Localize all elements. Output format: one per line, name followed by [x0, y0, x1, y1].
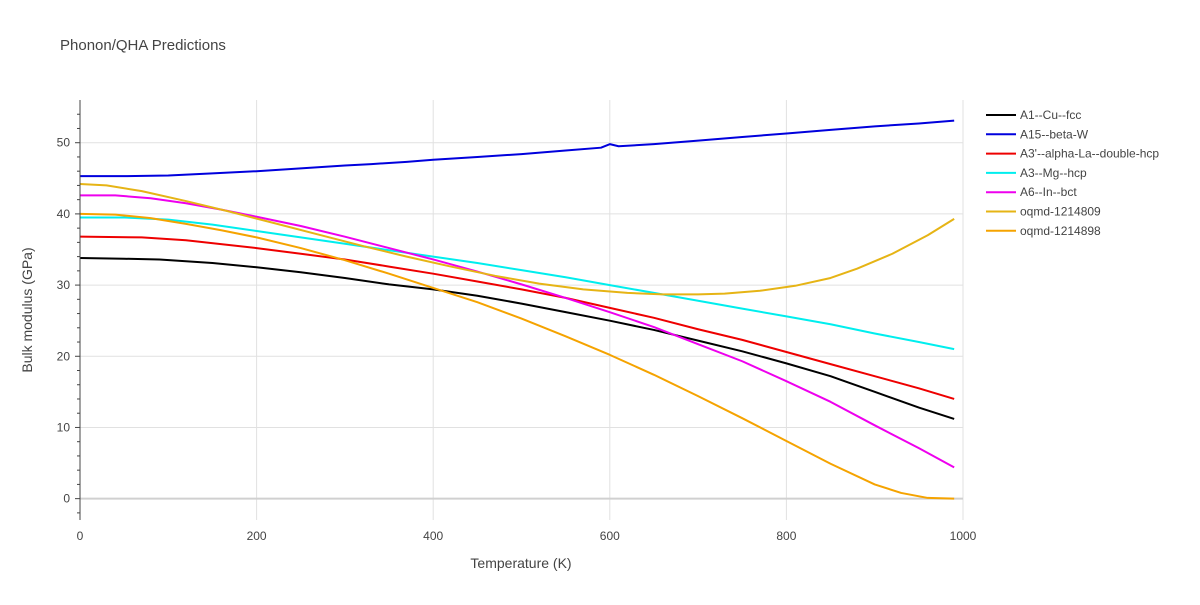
legend-item[interactable]: A15--beta-W	[986, 127, 1089, 141]
y-tick-label: 0	[63, 492, 70, 506]
legend-item[interactable]: A3--Mg--hcp	[986, 166, 1087, 180]
y-tick-label: 10	[57, 420, 71, 434]
legend-label: oqmd-1214809	[1020, 205, 1101, 219]
x-tick-label: 800	[776, 529, 796, 543]
legend-item[interactable]: A6--In--bct	[986, 185, 1077, 199]
x-tick-label: 1000	[950, 529, 977, 543]
legend: A1--Cu--fcc A15--beta-W A3'--alpha-La--dou…	[986, 108, 1159, 238]
legend-label: A3--Mg--hcp	[1020, 166, 1087, 180]
y-axis-title: Bulk modulus (GPa)	[19, 247, 35, 372]
grid-layer	[80, 100, 964, 520]
axes-layer: 0 200 400 600 800 1000 0 10 20 30 40 50	[57, 100, 977, 543]
y-tick-label: 20	[57, 349, 71, 363]
chart-title: Phonon/QHA Predictions	[60, 37, 226, 54]
legend-item[interactable]: A3'--alpha-La--double-hcp	[986, 147, 1159, 161]
x-axis-title: Temperature (K)	[470, 555, 571, 571]
legend-item[interactable]: oqmd-1214809	[986, 205, 1101, 219]
legend-label: A3'--alpha-La--double-hcp	[1020, 147, 1159, 161]
series-line-0	[79, 257, 955, 420]
series-line-1	[80, 119, 955, 178]
y-tick-label: 30	[57, 278, 71, 292]
series-line-6	[79, 212, 955, 500]
y-tick-label: 50	[57, 136, 71, 150]
x-tick-label: 0	[77, 529, 84, 543]
legend-item[interactable]: oqmd-1214898	[986, 224, 1101, 238]
legend-label: A1--Cu--fcc	[1020, 108, 1081, 122]
series-line-2	[79, 235, 955, 400]
series-line-4	[80, 194, 955, 469]
x-tick-label: 600	[600, 529, 620, 543]
legend-label: A15--beta-W	[1020, 127, 1089, 141]
series-layer	[79, 119, 955, 500]
y-tick-label: 40	[57, 207, 71, 221]
legend-label: oqmd-1214898	[1020, 224, 1101, 238]
series-line-3	[80, 216, 955, 351]
legend-item[interactable]: A1--Cu--fcc	[986, 108, 1081, 122]
x-tick-label: 200	[247, 529, 267, 543]
series-line-5	[79, 183, 955, 296]
x-tick-label: 400	[423, 529, 443, 543]
legend-label: A6--In--bct	[1020, 185, 1077, 199]
